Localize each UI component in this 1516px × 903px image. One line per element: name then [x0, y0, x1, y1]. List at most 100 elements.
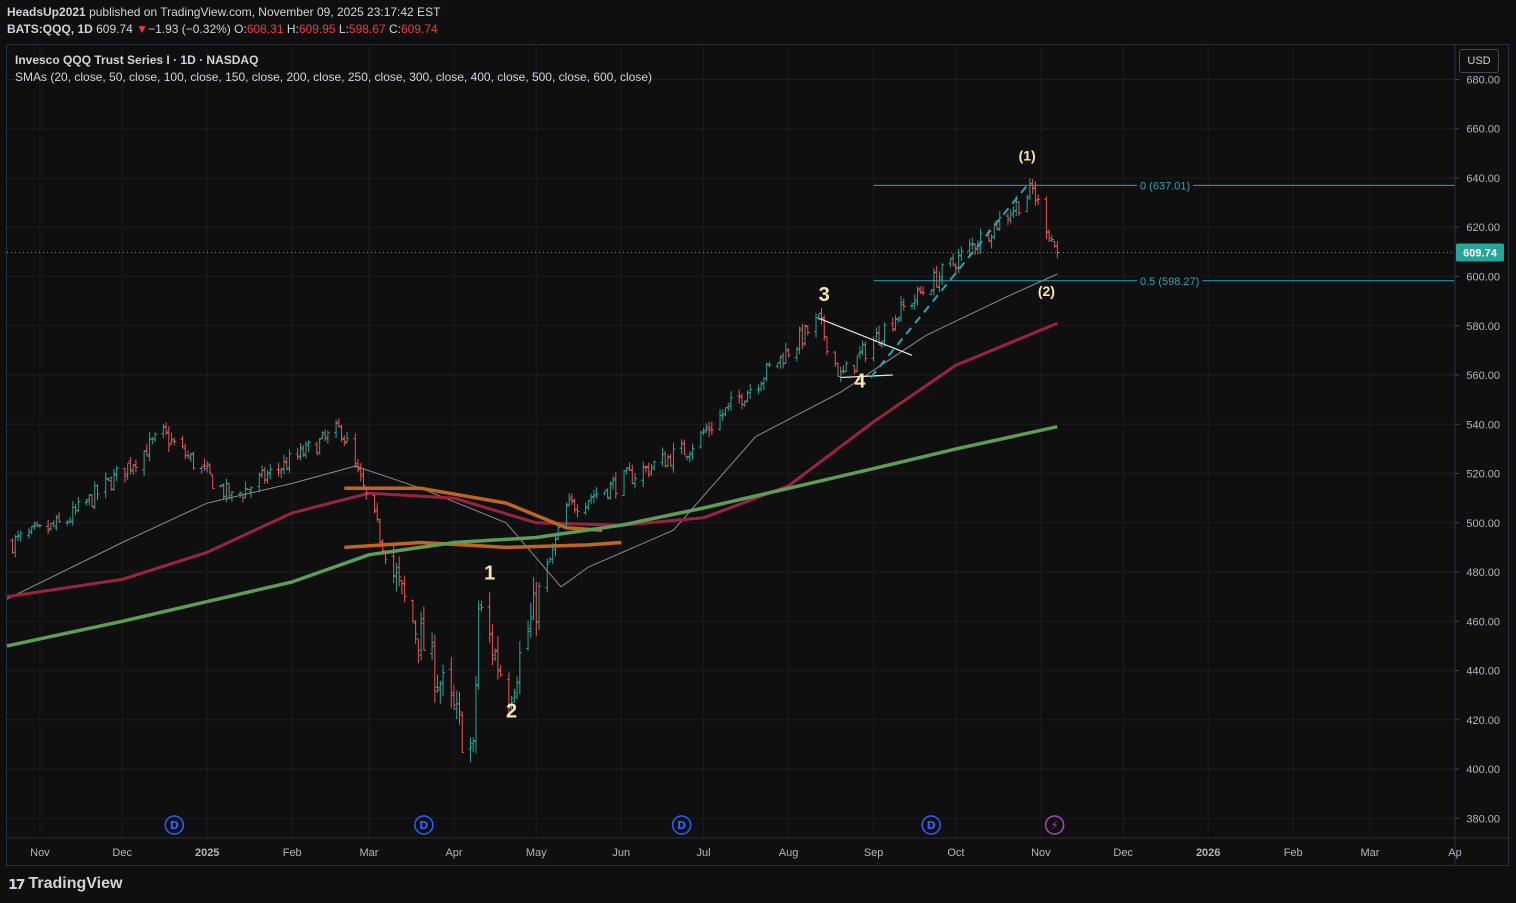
- y-tick-label: 660.00: [1466, 124, 1500, 136]
- price-bar: [739, 393, 744, 410]
- price-bar: [931, 268, 936, 296]
- sma-line-sma-200: [344, 540, 622, 550]
- price-bar: [131, 464, 136, 476]
- wave-label: (2): [1038, 283, 1055, 299]
- price-bar: [720, 409, 725, 421]
- price-bar: [476, 600, 481, 690]
- y-tick-label: 560.00: [1466, 370, 1500, 382]
- price-bar: [882, 322, 887, 347]
- price-bar: [449, 657, 454, 709]
- price-bar: [781, 352, 786, 369]
- price-bar: [1016, 201, 1021, 217]
- price-bar: [166, 426, 171, 453]
- price-bar: [498, 665, 503, 677]
- price-bar: [863, 341, 868, 363]
- price-bar: [704, 423, 709, 433]
- event-markers: D D D D ⚡: [164, 815, 1065, 835]
- price-bar: [940, 263, 945, 285]
- chart-frame[interactable]: [6, 44, 1509, 866]
- price-bar: [805, 325, 810, 336]
- price-bar: [553, 534, 558, 557]
- price-bar: [841, 365, 846, 374]
- x-tick-label: Feb: [283, 847, 302, 859]
- price-bar: [759, 381, 764, 391]
- indicator-legend[interactable]: SMAs (20, close, 50, close, 100, close, …: [15, 70, 653, 84]
- price-bar: [257, 472, 262, 493]
- price-bar: [803, 324, 808, 346]
- x-tick-label: Mar: [1361, 847, 1380, 859]
- price-bar: [111, 468, 116, 491]
- price-bar: [268, 463, 273, 480]
- y-tick-label: 460.00: [1466, 616, 1500, 628]
- price-bar: [1011, 206, 1016, 218]
- price-bar: [512, 688, 517, 703]
- price-bar: [797, 326, 802, 355]
- price-bar: [314, 441, 319, 456]
- price-bar: [342, 435, 347, 447]
- earnings-marker-icon[interactable]: ⚡: [1044, 815, 1065, 835]
- price-bar: [416, 638, 421, 664]
- tradingview-logo[interactable]: 𝟭𝟳 TradingView: [8, 875, 122, 893]
- price-bar: [169, 432, 174, 445]
- price-bar: [564, 502, 569, 528]
- price-bar: [35, 521, 40, 528]
- marker-label: D: [419, 819, 428, 832]
- price-bar: [276, 462, 281, 477]
- x-tick-label: 2026: [1196, 847, 1220, 859]
- price-bar: [421, 606, 426, 651]
- price-bar: [951, 253, 956, 267]
- price-bar: [227, 483, 232, 500]
- price-bar: [729, 391, 733, 411]
- tradingview-logo-icon: 𝟭𝟳: [8, 875, 26, 892]
- price-bar: [218, 484, 223, 488]
- x-tick-label: Ap: [1448, 847, 1461, 859]
- price-bar: [150, 437, 155, 445]
- price-bar: [317, 437, 322, 455]
- price-bar: [701, 427, 706, 436]
- sma-lines: [6, 273, 1058, 648]
- price-bar: [334, 419, 339, 438]
- price-bar: [1047, 229, 1052, 243]
- price-bar: [589, 493, 594, 504]
- price-bar: [361, 468, 366, 487]
- price-bar: [718, 409, 723, 431]
- price-bar: [698, 430, 703, 449]
- price-bar: [918, 286, 923, 295]
- sma-line-sma-150: [344, 486, 603, 532]
- price-bar: [95, 484, 100, 501]
- price-axis: 680.00 660.00 640.00 620.00 600.00 580.00 560.…: [7, 45, 1504, 865]
- price-bar: [172, 437, 177, 446]
- price-bar: [679, 439, 684, 455]
- price-bar: [583, 502, 588, 516]
- price-bar: [339, 424, 344, 443]
- price-bar: [1030, 178, 1035, 195]
- price-bar: [457, 691, 462, 725]
- dividend-marker-icon[interactable]: D: [921, 815, 941, 835]
- low-value: 598.67: [348, 22, 386, 36]
- wave-label: 2: [506, 700, 517, 722]
- wave-label: 4: [854, 370, 866, 392]
- price-bar: [633, 473, 638, 489]
- price-bar: [783, 342, 788, 364]
- wave-label: 3: [819, 284, 830, 306]
- price-bar: [534, 581, 539, 637]
- currency-button[interactable]: USD: [1459, 49, 1499, 73]
- chart-title: Invesco QQQ Trust Series I · 1D · NASDAQ: [15, 53, 259, 67]
- price-bar: [506, 672, 511, 714]
- price-bar: [545, 558, 550, 593]
- price-bar: [652, 460, 657, 471]
- price-bar: [298, 442, 303, 461]
- price-bar: [380, 539, 385, 552]
- price-bar: [76, 496, 81, 513]
- dividend-marker-icon[interactable]: D: [164, 815, 185, 835]
- dividend-marker-icon[interactable]: D: [414, 815, 434, 835]
- price-bar: [295, 448, 300, 460]
- x-tick-label: Dec: [1113, 847, 1133, 859]
- price-bar: [493, 648, 498, 661]
- price-bar: [737, 389, 742, 404]
- price-bar: [26, 527, 31, 539]
- publish-info: HeadsUp2021 published on TradingView.com…: [7, 5, 440, 19]
- price-bar: [624, 467, 629, 475]
- dividend-marker-icon[interactable]: D: [671, 815, 692, 835]
